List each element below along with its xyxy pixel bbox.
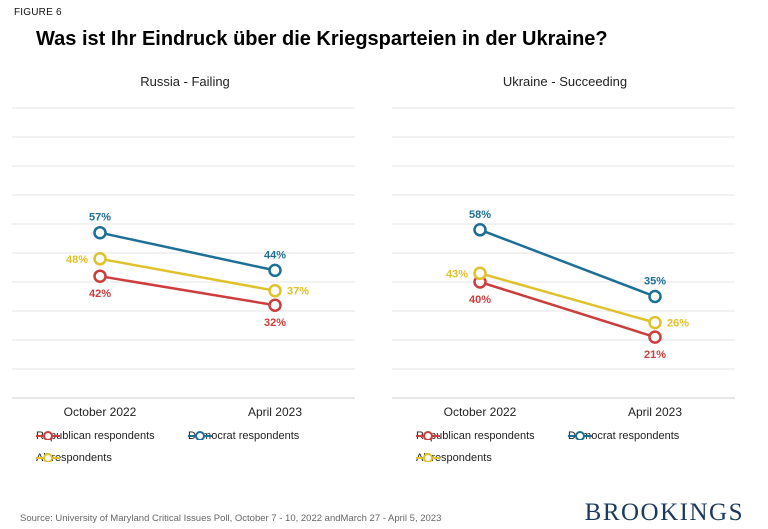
chart-russia: Russia - Failing October 2022 April 2023 4… bbox=[0, 68, 370, 478]
series-line bbox=[479, 280, 656, 339]
data-label: 35% bbox=[644, 276, 666, 288]
data-point bbox=[473, 266, 487, 281]
data-label: 57% bbox=[89, 212, 111, 224]
chart-title: Russia - Failing bbox=[140, 74, 230, 89]
legend-label: All respondents bbox=[36, 452, 112, 464]
legend-label: All respondents bbox=[416, 452, 492, 464]
brand-logo: BROOKINGS bbox=[584, 499, 744, 526]
legend-item: Democrat respondents bbox=[188, 430, 299, 442]
data-label: 44% bbox=[264, 249, 286, 261]
legend-item: Republican respondents bbox=[416, 430, 535, 442]
figure-label: FIGURE 6 bbox=[14, 7, 62, 18]
data-point bbox=[268, 263, 282, 278]
data-point bbox=[93, 225, 107, 240]
series-line bbox=[479, 228, 656, 298]
main-title: Was ist Ihr Eindruck über die Kriegspart… bbox=[36, 28, 608, 50]
x-tick-label: October 2022 bbox=[444, 405, 517, 419]
data-label: 42% bbox=[89, 288, 111, 300]
data-label: 40% bbox=[469, 294, 491, 306]
legend-label: Democrat respondents bbox=[188, 430, 300, 442]
legend-item: Democrat respondents bbox=[568, 430, 679, 442]
series-line bbox=[479, 272, 656, 324]
chart-title: Ukraine - Succeeding bbox=[502, 74, 628, 89]
data-label: 32% bbox=[264, 317, 286, 329]
data-label: 43% bbox=[446, 268, 468, 280]
legend-label: Republican respondents bbox=[416, 430, 535, 442]
series-line bbox=[99, 257, 276, 292]
series-line bbox=[99, 274, 276, 307]
data-point bbox=[648, 289, 662, 304]
legend-label: Democrat respondents bbox=[568, 430, 680, 442]
data-label: 21% bbox=[644, 349, 666, 361]
legend-item: Republican respondents bbox=[36, 430, 155, 442]
data-label: 26% bbox=[667, 318, 689, 330]
data-label: 58% bbox=[469, 209, 491, 221]
x-tick-label: April 2023 bbox=[248, 405, 302, 419]
data-point bbox=[268, 283, 282, 298]
legend-swatch bbox=[36, 431, 60, 440]
data-point bbox=[93, 252, 107, 266]
source-note: Source: University of Maryland Critical … bbox=[20, 513, 442, 524]
legend-swatch bbox=[416, 431, 440, 440]
data-point bbox=[648, 330, 662, 344]
chart-plot: October 2022 April 2023 40% 21% 58% 35% 43% 26% bbox=[392, 107, 735, 419]
legend-item: All respondents bbox=[36, 452, 112, 464]
x-tick-label: October 2022 bbox=[64, 405, 137, 419]
chart-plot: October 2022 April 2023 42% 32% 57% 44% 48% 37% bbox=[12, 107, 355, 419]
x-tick-label: April 2023 bbox=[628, 405, 682, 419]
legend-swatch bbox=[568, 431, 592, 440]
series-line bbox=[99, 231, 276, 272]
data-label: 37% bbox=[287, 286, 309, 298]
legend-swatch bbox=[36, 453, 60, 462]
data-label: 48% bbox=[66, 254, 88, 266]
data-point bbox=[93, 269, 107, 283]
legend-label: Republican respondents bbox=[36, 430, 155, 442]
legend-item: All respondents bbox=[416, 452, 492, 464]
legend-swatch bbox=[188, 431, 212, 440]
chart-ukraine: Ukraine - Succeeding October 2022 April 2… bbox=[380, 68, 750, 478]
data-point bbox=[648, 315, 662, 330]
legend-swatch bbox=[416, 453, 440, 462]
data-point bbox=[268, 298, 282, 312]
data-point bbox=[473, 223, 487, 237]
